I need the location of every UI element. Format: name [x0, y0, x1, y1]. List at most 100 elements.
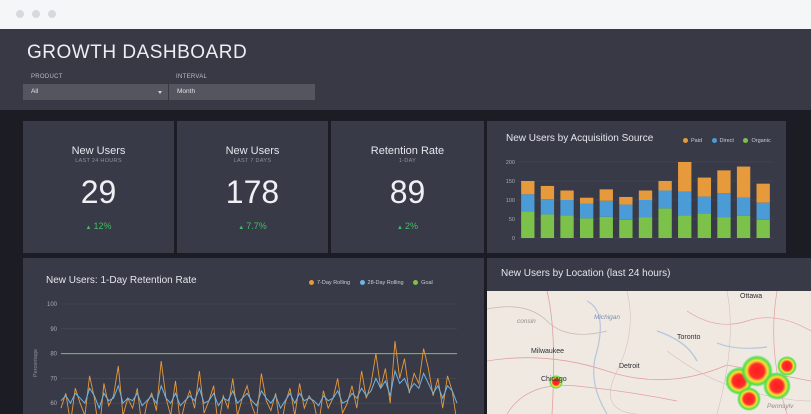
bar-segment-direct	[736, 197, 751, 216]
legend-label: Paid	[691, 138, 703, 144]
legend-label: Goal	[421, 280, 433, 286]
product-select[interactable]: All	[23, 84, 168, 100]
bar-segment-paid	[717, 170, 731, 194]
bar-segment-paid	[560, 190, 574, 200]
interval-select-value: Month	[177, 88, 196, 95]
legend-swatch	[359, 280, 365, 286]
bar-segment-direct	[619, 204, 633, 220]
bar-segment-paid	[658, 181, 672, 191]
location-map[interactable]: Ottawa Michigan Toronto Milwaukee Detroi…	[487, 291, 811, 414]
bar-segment-paid	[579, 197, 594, 204]
bar-segment-paid	[697, 177, 712, 197]
acquisition-bar-chart: 0 50 100 150 200	[506, 160, 773, 242]
y-tick-label: 100	[47, 302, 58, 308]
dashboard-header: GROWTH DASHBOARD PRODUCT All INTERVAL Mo…	[0, 29, 811, 110]
legend-item-28day: 28-Day Rolling	[359, 280, 404, 286]
legend-label: 7-Day Rolling	[317, 280, 351, 286]
bar-segment-organic	[756, 219, 770, 238]
kpi-subtitle: 1-DAY	[398, 158, 417, 164]
heat-spot-chicago	[549, 375, 563, 389]
bar-segment-paid	[678, 162, 692, 192]
bar-segment-direct	[658, 190, 672, 209]
arrow-up-icon: ▲	[397, 225, 403, 231]
interval-select[interactable]: Month	[169, 84, 315, 100]
bar-segment-organic	[638, 217, 653, 238]
legend-swatch	[711, 138, 717, 144]
retention-line-chart: 60 70 80 90 100 Percentage	[33, 302, 458, 414]
bar-segment-organic	[717, 217, 731, 238]
y-tick-label: 200	[506, 160, 515, 166]
y-tick-label: 90	[50, 327, 57, 333]
y-tick-label: 60	[50, 401, 57, 407]
bar-segment-direct	[521, 194, 535, 212]
retention-legend: 7-Day Rolling 28-Day Rolling Goal	[301, 280, 433, 286]
kpi-delta: ▲ 2%	[331, 221, 484, 231]
product-select-value: All	[31, 88, 39, 95]
kpi-title: New Users	[71, 145, 126, 157]
legend-label: Direct	[719, 138, 734, 144]
window-maximize-dot[interactable]	[48, 10, 56, 18]
bar-segment-direct	[717, 193, 731, 218]
interval-filter-label: INTERVAL	[176, 74, 208, 80]
y-tick-label: 100	[506, 198, 515, 204]
bar-segment-direct	[560, 200, 574, 216]
window-minimize-dot[interactable]	[32, 10, 40, 18]
kpi-title: New Users	[225, 145, 280, 157]
kpi-value: 89	[389, 174, 426, 210]
bar-segment-direct	[678, 191, 692, 216]
bar-segment-paid	[521, 181, 535, 195]
bar-segment-organic	[658, 208, 672, 238]
kpi-card-new-users-7d: New Users LAST 7 DAYS 178 ▲ 7.7%	[177, 121, 328, 253]
map-region-label: Pennsylv	[767, 403, 794, 410]
kpi-delta: ▲ 7.7%	[177, 221, 328, 231]
bar-segment-organic	[560, 215, 574, 238]
kpi-delta-value: 12%	[93, 221, 112, 231]
legend-label: Organic	[751, 138, 771, 144]
legend-label: 28-Day Rolling	[367, 280, 404, 286]
map-city-label: Toronto	[677, 334, 701, 341]
kpi-delta: ▲ 12%	[23, 221, 174, 231]
map-city-label: Ottawa	[740, 293, 763, 300]
map-city-label: Detroit	[619, 363, 640, 370]
legend-item-7day: 7-Day Rolling	[309, 280, 350, 286]
y-tick-label: 0	[512, 236, 515, 242]
bar-segment-organic	[521, 211, 535, 238]
bar-segment-direct	[697, 196, 712, 214]
bar-segment-direct	[756, 202, 770, 220]
map-region-label: consin	[517, 318, 536, 325]
kpi-value: 178	[225, 174, 280, 210]
y-tick-label: 50	[509, 217, 515, 223]
y-tick-label: 80	[50, 352, 57, 358]
legend-swatch	[683, 138, 688, 144]
kpi-title: Retention Rate	[370, 145, 445, 157]
heat-spot	[777, 356, 797, 376]
bar-segment-paid	[736, 166, 751, 198]
kpi-subtitle: LAST 24 HOURS	[75, 158, 122, 164]
legend-item-paid: Paid	[683, 138, 702, 144]
product-filter-label: PRODUCT	[31, 74, 63, 80]
kpi-value: 29	[80, 174, 117, 210]
legend-item-organic: Organic	[743, 138, 771, 144]
bar-segment-organic	[697, 213, 712, 238]
map-roads	[487, 291, 811, 414]
legend-swatch	[743, 138, 749, 144]
bar-segment-direct	[540, 199, 555, 215]
heat-spot	[763, 372, 791, 400]
browser-chrome	[0, 0, 811, 29]
window-close-dot[interactable]	[16, 10, 24, 18]
bar-segment-paid	[599, 189, 613, 201]
legend-item-goal: Goal	[413, 280, 433, 286]
page-title: GROWTH DASHBOARD	[27, 42, 248, 63]
bar-segment-paid	[638, 190, 653, 200]
arrow-up-icon: ▲	[85, 225, 92, 231]
map-city-label: Milwaukee	[531, 348, 565, 355]
kpi-card-new-users-24h: New Users LAST 24 HOURS 29 ▲ 12%	[23, 121, 174, 253]
y-tick-label: 150	[506, 179, 515, 185]
kpi-delta-value: 2%	[404, 221, 418, 231]
retention-chart-title: New Users: 1-Day Retention Rate	[46, 275, 197, 286]
location-map-title: New Users by Location (last 24 hours)	[501, 268, 671, 279]
bar-segment-direct	[579, 203, 594, 219]
legend-item-direct: Direct	[711, 138, 734, 144]
legend-swatch	[413, 280, 419, 286]
kpi-delta-value: 7.7%	[246, 221, 267, 231]
